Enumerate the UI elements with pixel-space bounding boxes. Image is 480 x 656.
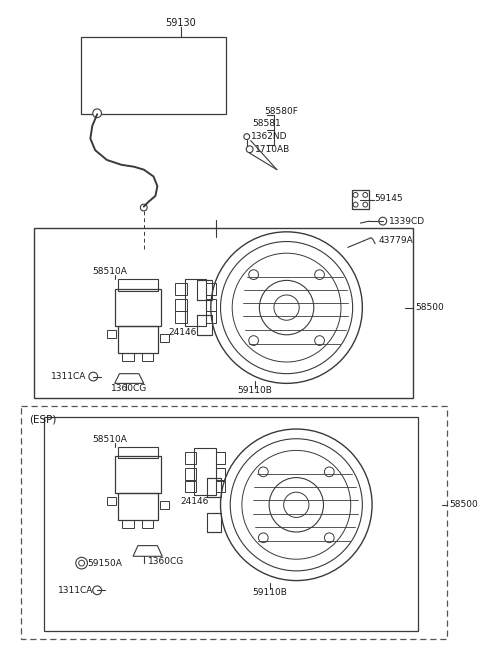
Text: 1360CG: 1360CG	[111, 384, 147, 393]
Bar	[142, 520, 154, 528]
Circle shape	[76, 557, 87, 569]
Text: 24146: 24146	[168, 329, 197, 337]
Text: 1710AB: 1710AB	[254, 145, 290, 154]
Bar	[206, 283, 216, 295]
Bar	[44, 417, 418, 631]
Circle shape	[258, 533, 268, 543]
Text: 59145: 59145	[374, 194, 403, 203]
Bar	[175, 312, 187, 323]
Text: 58510A: 58510A	[92, 267, 127, 276]
Bar	[142, 354, 154, 361]
Bar	[160, 334, 169, 342]
Bar	[115, 289, 161, 326]
Bar	[185, 453, 196, 464]
Text: 24146: 24146	[180, 497, 208, 506]
Circle shape	[324, 533, 334, 543]
Bar	[185, 279, 206, 326]
Circle shape	[249, 336, 258, 346]
Bar	[197, 316, 212, 335]
Bar	[107, 497, 116, 505]
Circle shape	[246, 146, 253, 153]
Bar	[352, 190, 369, 209]
Bar	[34, 228, 413, 398]
Bar	[122, 354, 134, 361]
Bar	[22, 405, 447, 639]
Bar	[122, 520, 134, 528]
Circle shape	[315, 270, 324, 279]
Bar	[185, 468, 196, 480]
Text: 59150A: 59150A	[87, 559, 122, 567]
Circle shape	[379, 217, 387, 225]
Text: 1311CA: 1311CA	[50, 372, 86, 381]
Circle shape	[258, 467, 268, 477]
Circle shape	[353, 202, 358, 207]
Text: 1362ND: 1362ND	[251, 132, 287, 141]
Bar	[216, 468, 226, 480]
Text: 1360CG: 1360CG	[148, 557, 184, 565]
Circle shape	[315, 336, 324, 346]
Bar	[216, 453, 226, 464]
Circle shape	[89, 372, 97, 381]
Circle shape	[324, 467, 334, 477]
Circle shape	[249, 270, 258, 279]
Circle shape	[79, 560, 84, 566]
Polygon shape	[133, 546, 162, 556]
Bar	[194, 449, 216, 495]
Bar	[175, 299, 187, 310]
Text: 59110B: 59110B	[237, 386, 272, 395]
Circle shape	[140, 204, 147, 211]
Bar	[175, 283, 187, 295]
Circle shape	[353, 192, 358, 197]
Text: 58580F: 58580F	[264, 107, 298, 116]
Polygon shape	[115, 374, 144, 383]
Text: 58500: 58500	[449, 501, 478, 509]
Text: (ESP): (ESP)	[29, 415, 57, 424]
Bar	[207, 478, 221, 497]
Bar	[118, 279, 158, 291]
Circle shape	[363, 192, 368, 197]
Bar	[118, 493, 158, 520]
Circle shape	[93, 586, 101, 595]
Text: 1311CA: 1311CA	[58, 586, 94, 595]
Text: 1339CD: 1339CD	[389, 216, 425, 226]
Text: 58581: 58581	[252, 119, 281, 129]
Bar	[206, 299, 216, 310]
Circle shape	[363, 202, 368, 207]
Bar	[81, 37, 227, 114]
Bar	[160, 501, 169, 508]
Bar	[107, 330, 116, 338]
Bar	[118, 326, 158, 354]
Bar	[207, 512, 221, 532]
Bar	[197, 280, 212, 300]
Bar	[185, 481, 196, 492]
Bar	[118, 447, 158, 458]
Text: 59130: 59130	[165, 18, 196, 28]
Circle shape	[244, 134, 250, 140]
Bar	[216, 481, 226, 492]
Text: 58510A: 58510A	[92, 435, 127, 444]
Text: 43779A: 43779A	[379, 236, 414, 245]
Text: 58500: 58500	[415, 303, 444, 312]
Circle shape	[93, 109, 101, 117]
Text: 59110B: 59110B	[252, 588, 288, 597]
Bar	[206, 312, 216, 323]
Bar	[115, 456, 161, 493]
